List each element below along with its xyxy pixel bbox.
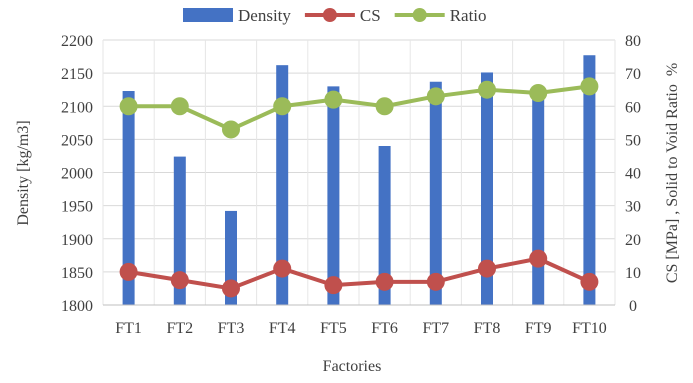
x-tick-label: FT7 <box>422 320 449 337</box>
y2-tick-label: 40 <box>625 166 641 183</box>
point-ratio <box>478 80 496 99</box>
y-tick-label: 2100 <box>61 99 93 116</box>
point-cs <box>529 249 548 268</box>
x-tick-label: FT1 <box>115 320 142 337</box>
legend-item-ratio: Ratio <box>394 6 487 25</box>
y2-tick-label: 50 <box>625 132 641 149</box>
legend-swatch <box>183 8 233 22</box>
point-ratio <box>426 87 445 106</box>
y-tick-label: 2000 <box>61 166 93 183</box>
point-ratio <box>170 97 189 116</box>
point-ratio <box>222 120 240 139</box>
y-tick-label: 2050 <box>61 132 93 149</box>
point-cs <box>222 279 240 298</box>
point-ratio <box>529 84 548 102</box>
point-cs <box>478 259 496 278</box>
point-cs <box>375 272 394 291</box>
line-ratio <box>128 84 590 132</box>
y2-tick-label: 0 <box>629 298 637 315</box>
y-tick-label: 1950 <box>61 199 93 216</box>
y2-tick-label: 10 <box>625 265 641 282</box>
y-tick-label: 1850 <box>61 265 93 282</box>
x-tick-label: FT3 <box>218 320 245 337</box>
x-tick-label: FT10 <box>572 320 607 337</box>
bar-density <box>327 86 340 305</box>
x-tick-label: FT4 <box>269 320 296 337</box>
bar-density <box>583 55 596 305</box>
point-cs <box>580 272 599 291</box>
series-lines <box>119 77 599 298</box>
point-cs <box>426 272 445 291</box>
legend-label: CS <box>360 6 381 25</box>
legend: Density CS Ratio <box>183 6 487 25</box>
point-cs <box>324 276 343 295</box>
y2-axis-title: CS [MPa] , Solid to Void Ratio % <box>664 63 681 283</box>
legend-item-cs: CS <box>304 6 381 25</box>
bar-density <box>173 156 186 305</box>
x-tick-label: FT9 <box>525 320 552 337</box>
legend-swatch-marker <box>412 8 427 22</box>
point-ratio <box>375 97 394 116</box>
y2-tick-label: 70 <box>625 66 641 83</box>
bar-density <box>481 72 493 306</box>
bar-density <box>122 91 135 305</box>
axes: 1800185019001950200020502100215022000102… <box>61 33 641 337</box>
point-cs <box>119 262 138 281</box>
y-tick-label: 1900 <box>61 232 93 249</box>
point-cs <box>170 271 189 290</box>
y-axis-title: Density [kg/m3] <box>15 120 32 225</box>
legend-item-density: Density <box>183 6 291 25</box>
y2-tick-label: 30 <box>625 199 641 216</box>
point-cs <box>273 259 292 278</box>
bar-density <box>378 146 391 305</box>
x-tick-label: FT8 <box>474 320 501 337</box>
point-ratio <box>273 97 292 116</box>
y-tick-label: 1800 <box>61 298 93 315</box>
point-ratio <box>324 90 343 109</box>
x-tick-label: FT5 <box>320 320 347 337</box>
legend-label: Density <box>238 6 291 25</box>
bar-density <box>276 65 289 305</box>
x-tick-label: FT6 <box>371 320 398 337</box>
y-tick-label: 2150 <box>61 66 93 83</box>
point-ratio <box>580 77 599 96</box>
point-ratio <box>119 97 138 116</box>
x-axis-title: Factories <box>323 358 382 375</box>
line-cs <box>128 256 591 291</box>
y-tick-label: 2200 <box>61 33 93 50</box>
legend-label: Ratio <box>450 6 487 25</box>
x-tick-label: FT2 <box>166 320 193 337</box>
y2-tick-label: 80 <box>625 33 641 50</box>
bar-density <box>429 81 442 305</box>
y2-tick-label: 20 <box>625 232 641 249</box>
y2-tick-label: 60 <box>625 99 641 116</box>
bar-density <box>532 92 545 306</box>
legend-swatch-marker <box>322 8 337 22</box>
